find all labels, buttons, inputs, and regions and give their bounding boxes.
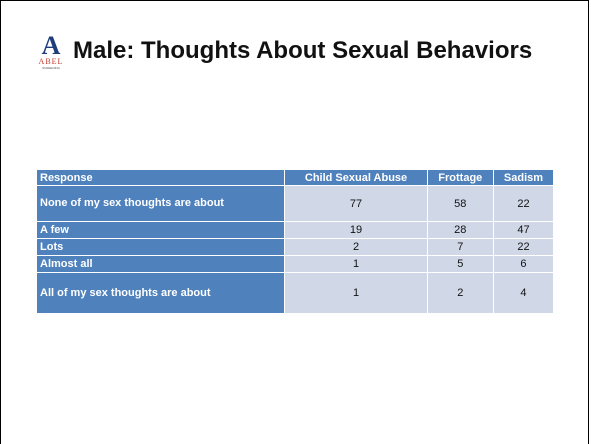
column-header: Child Sexual Abuse bbox=[284, 169, 428, 186]
table-row: Lots 2 7 22 bbox=[35, 238, 555, 256]
row-label: Lots bbox=[35, 238, 286, 256]
table-cell: 5 bbox=[426, 255, 494, 273]
table-cell: 2 bbox=[426, 272, 494, 314]
table-row: None of my sex thoughts are about 77 58 22 bbox=[35, 185, 555, 222]
logo-letter: A bbox=[41, 31, 61, 60]
row-label: None of my sex thoughts are about bbox=[35, 185, 286, 222]
table-cell: 77 bbox=[284, 185, 428, 222]
table-cell: 19 bbox=[284, 221, 428, 239]
column-header: Frottage bbox=[426, 169, 494, 186]
slide-title: Male: Thoughts About Sexual Behaviors bbox=[73, 37, 533, 64]
logo-name: ABEL bbox=[38, 57, 64, 66]
table-row: Almost all 1 5 6 bbox=[35, 255, 555, 273]
row-label: A few bbox=[35, 221, 286, 239]
column-header: Response bbox=[35, 169, 286, 186]
header-row: Response Child Sexual Abuse Frottage Sadism bbox=[35, 169, 555, 186]
table-cell: 7 bbox=[426, 238, 494, 256]
data-table: Response Child Sexual Abuse Frottage Sadism… bbox=[35, 169, 555, 314]
table-cell: 2 bbox=[284, 238, 428, 256]
table-cell: 47 bbox=[492, 221, 555, 239]
row-label: All of my sex thoughts are about bbox=[35, 272, 286, 314]
table-cell: 4 bbox=[492, 272, 555, 314]
table-cell: 22 bbox=[492, 238, 555, 256]
table-cell: 28 bbox=[426, 221, 494, 239]
table-row: A few 19 28 47 bbox=[35, 221, 555, 239]
table-cell: 58 bbox=[426, 185, 494, 222]
table-cell: 1 bbox=[284, 255, 428, 273]
column-header: Sadism bbox=[492, 169, 555, 186]
table-cell: 22 bbox=[492, 185, 555, 222]
table-cell: 6 bbox=[492, 255, 555, 273]
table-cell: 1 bbox=[284, 272, 428, 314]
logo: A ABEL SCREENING bbox=[34, 31, 68, 74]
row-label: Almost all bbox=[35, 255, 286, 273]
logo-tagline: SCREENING bbox=[42, 66, 60, 70]
table-row: All of my sex thoughts are about 1 2 4 bbox=[35, 272, 555, 314]
